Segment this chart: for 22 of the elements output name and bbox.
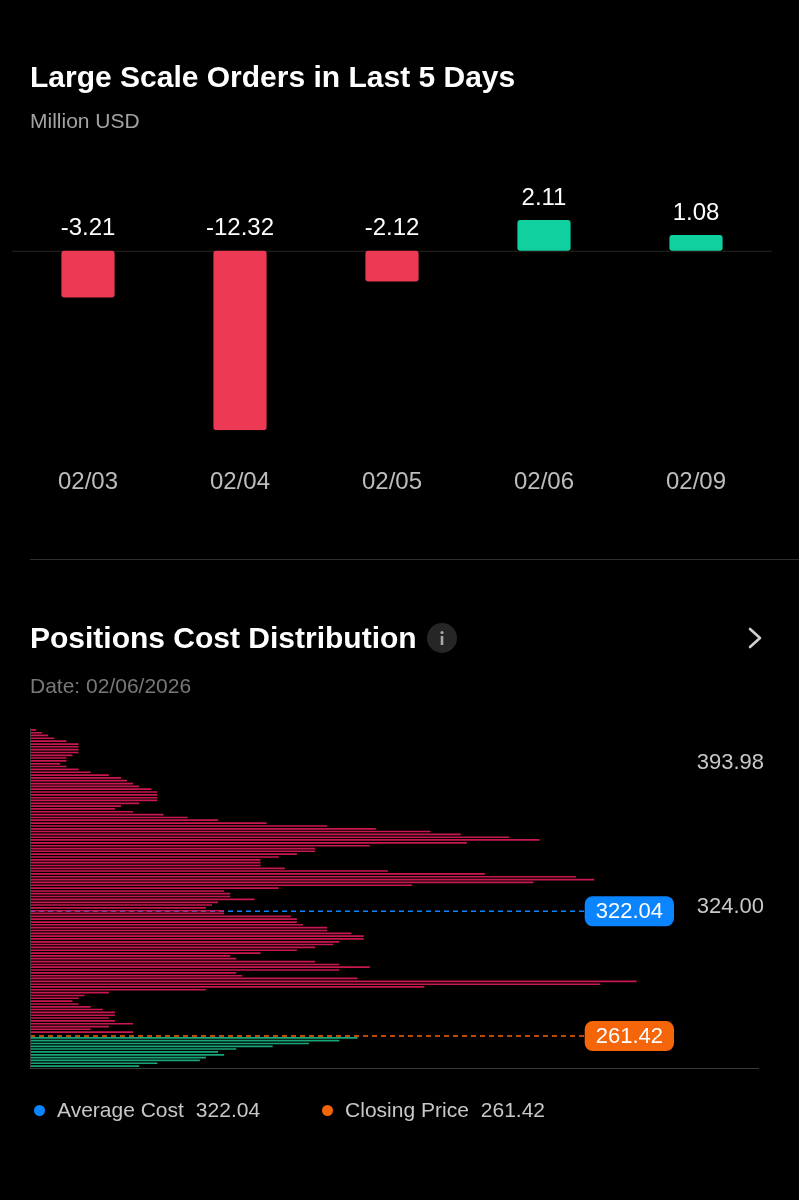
x-tick-label: 02/04 bbox=[209, 467, 271, 495]
y-tick-label: 324.00 bbox=[696, 893, 764, 919]
chart-title: Large Scale Orders in Last 5 Days bbox=[30, 59, 516, 95]
data-label: -3.21 bbox=[60, 213, 116, 241]
data-label: -12.32 bbox=[205, 213, 275, 241]
data-label: 2.11 bbox=[521, 182, 567, 210]
x-tick-label: 02/06 bbox=[513, 467, 575, 495]
chart-subtitle: Million USD bbox=[30, 109, 140, 133]
x-tick-label: 02/05 bbox=[361, 467, 423, 495]
x-tick-label: 02/03 bbox=[57, 467, 119, 495]
legend-label: Average Cost bbox=[57, 1097, 184, 1123]
x-tick-label: 02/09 bbox=[665, 467, 727, 495]
y-tick-label: 393.98 bbox=[696, 749, 764, 775]
data-label: 1.08 bbox=[672, 197, 720, 225]
annotation: 261.42 bbox=[595, 1023, 663, 1049]
text: 322.04 bbox=[195, 1098, 261, 1121]
annotation: 322.04 bbox=[595, 898, 663, 924]
chart-subtitle: Date: 02/06/2026 bbox=[30, 674, 192, 698]
data-label: -2.12 bbox=[364, 213, 420, 241]
text: 261.42 bbox=[480, 1098, 546, 1121]
legend-label: Closing Price bbox=[345, 1097, 469, 1123]
chart-title: Positions Cost Distribution bbox=[30, 620, 417, 656]
